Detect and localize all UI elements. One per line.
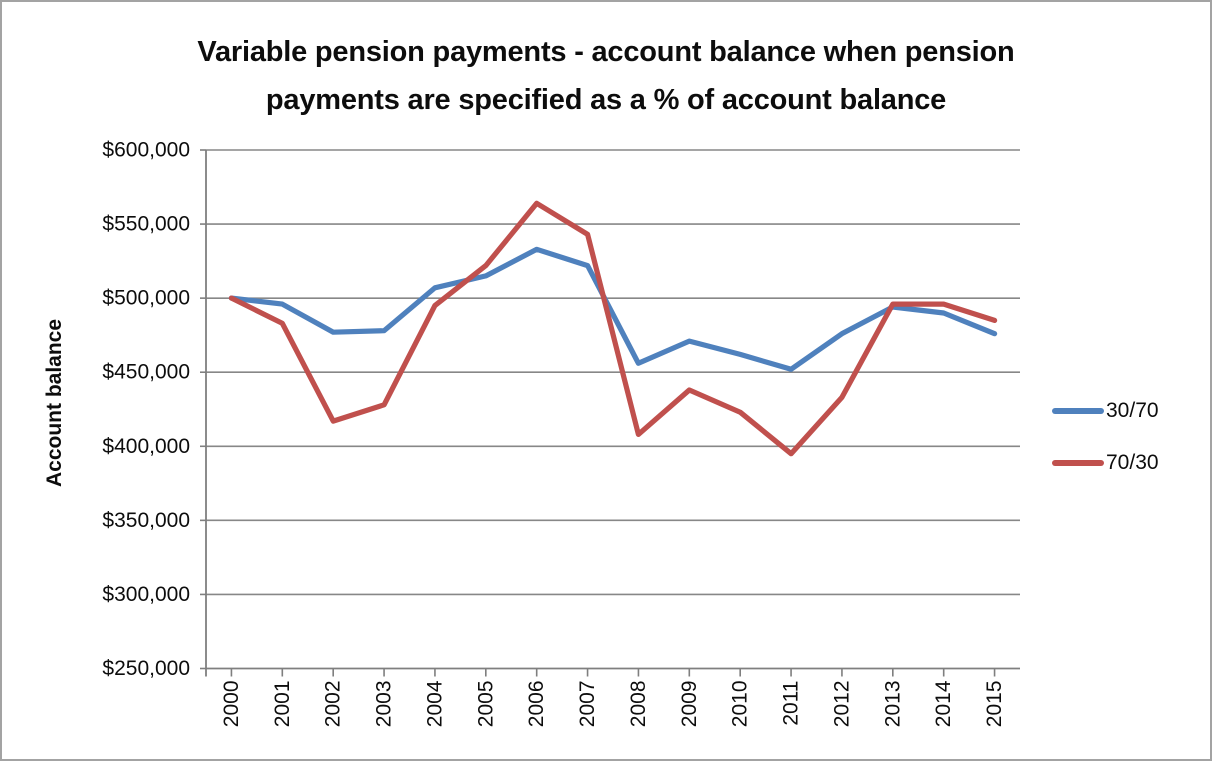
legend-label: 30/70 [1106, 399, 1159, 422]
legend-item-1: 70/30 [1052, 446, 1159, 480]
series-line-1 [228, 200, 998, 457]
legend: 30/70 70/30 [1052, 394, 1159, 498]
y-tick-label: $450,000 [102, 361, 190, 384]
x-tick-label: 2013 [881, 681, 904, 728]
x-tick-label: 2015 [983, 681, 1006, 728]
x-tick-label: 2001 [271, 681, 294, 728]
series-line-0 [228, 246, 998, 372]
y-axis-title: Account balance [43, 318, 66, 487]
chart-title-line-1: Variable pension payments - account bala… [197, 36, 1015, 68]
x-tick-label: 2000 [220, 681, 243, 728]
y-tick-label: $500,000 [102, 287, 190, 310]
legend-label: 70/30 [1106, 451, 1159, 474]
y-tick-label: $400,000 [102, 435, 190, 458]
x-tick-label: 2005 [474, 681, 497, 728]
legend-item-0: 30/70 [1052, 394, 1159, 428]
y-tick-label: $600,000 [102, 139, 190, 162]
x-tick-label: 2007 [576, 681, 599, 728]
chart-title: Variable pension payments - account bala… [106, 28, 1106, 124]
x-tick-label: 2002 [322, 681, 345, 728]
y-tick-label: $350,000 [102, 509, 190, 532]
chart-title-line-2: payments are specified as a % of account… [265, 84, 947, 116]
x-tick-label: 2009 [678, 681, 701, 728]
legend-line-sample [1052, 408, 1104, 414]
y-tick-label: $550,000 [102, 213, 190, 236]
x-tick-label: 2010 [729, 681, 752, 728]
x-tick-label: 2012 [830, 681, 853, 728]
y-tick-label: $250,000 [102, 657, 190, 680]
y-tick-label: $300,000 [102, 583, 190, 606]
legend-line-sample [1052, 460, 1104, 466]
x-tick-label: 2003 [373, 681, 396, 728]
x-tick-label: 2008 [627, 681, 650, 728]
x-tick-label: 2004 [423, 680, 446, 727]
x-tick-label: 2006 [525, 681, 548, 728]
x-tick-label: 2014 [932, 680, 955, 727]
x-tick-label: 2011 [780, 681, 803, 726]
